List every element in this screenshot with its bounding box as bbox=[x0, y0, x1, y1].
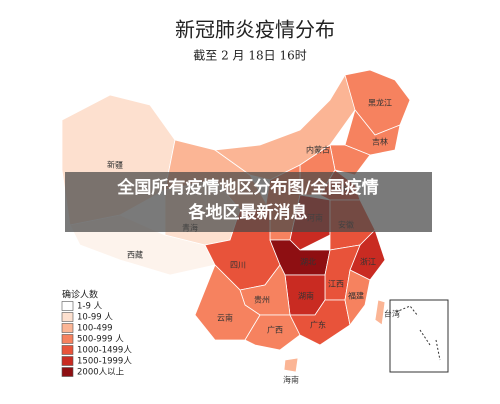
legend-title: 确诊人数 bbox=[62, 289, 98, 301]
region-label: 湖南 bbox=[298, 291, 314, 301]
subtitle: 截至 2 月 18日 16时 bbox=[193, 49, 306, 63]
inset-lines bbox=[395, 305, 441, 361]
region-label: 新疆 bbox=[107, 160, 123, 170]
region-label: 内蒙古 bbox=[306, 145, 330, 155]
legend-swatch bbox=[61, 345, 74, 355]
inset-frame bbox=[389, 299, 449, 373]
legend-label: 1-9 人 bbox=[77, 302, 103, 312]
province bbox=[283, 357, 299, 373]
region-label: 浙江 bbox=[360, 257, 376, 267]
region-label: 黑龙江 bbox=[368, 98, 392, 108]
legend-label: 1000-1499人 bbox=[77, 346, 132, 356]
legend-label: 1500-1999人 bbox=[77, 357, 132, 367]
region-label: 四川 bbox=[230, 261, 246, 270]
region-label: 台湾 bbox=[384, 309, 400, 319]
legend-swatch bbox=[61, 301, 74, 311]
legend-swatch bbox=[61, 312, 74, 322]
region-label: 湖北 bbox=[300, 258, 316, 267]
region-label: 云南 bbox=[217, 313, 233, 323]
region-label: 吉林 bbox=[372, 137, 388, 147]
legend-label: 2000人以上 bbox=[77, 368, 125, 378]
legend-label: 500-999 人 bbox=[77, 335, 124, 345]
overlay-band bbox=[65, 172, 432, 232]
province bbox=[344, 269, 371, 326]
legend-label: 100-499 bbox=[77, 324, 113, 334]
overlay-line: 各地区最新消息 bbox=[188, 202, 308, 223]
title: 新冠肺炎疫情分布 bbox=[175, 18, 335, 42]
legend-swatch bbox=[61, 367, 74, 377]
legend-swatch bbox=[61, 323, 74, 333]
region-label: 海南 bbox=[283, 375, 299, 385]
inset-south-sea bbox=[389, 299, 449, 373]
legend-swatch bbox=[61, 356, 74, 366]
region-label: 广东 bbox=[310, 320, 326, 330]
overlay-line: 全国所有疫情地区分布图/全国疫情 bbox=[116, 177, 378, 198]
region-label: 贵州 bbox=[254, 295, 270, 305]
region-label: 福建 bbox=[348, 291, 364, 301]
region-label: 广西 bbox=[267, 325, 283, 335]
legend-swatch bbox=[61, 334, 74, 344]
province bbox=[374, 299, 386, 326]
legend-label: 10-99 人 bbox=[77, 313, 113, 323]
region-label: 西藏 bbox=[127, 250, 143, 260]
region-label: 江西 bbox=[328, 280, 344, 289]
